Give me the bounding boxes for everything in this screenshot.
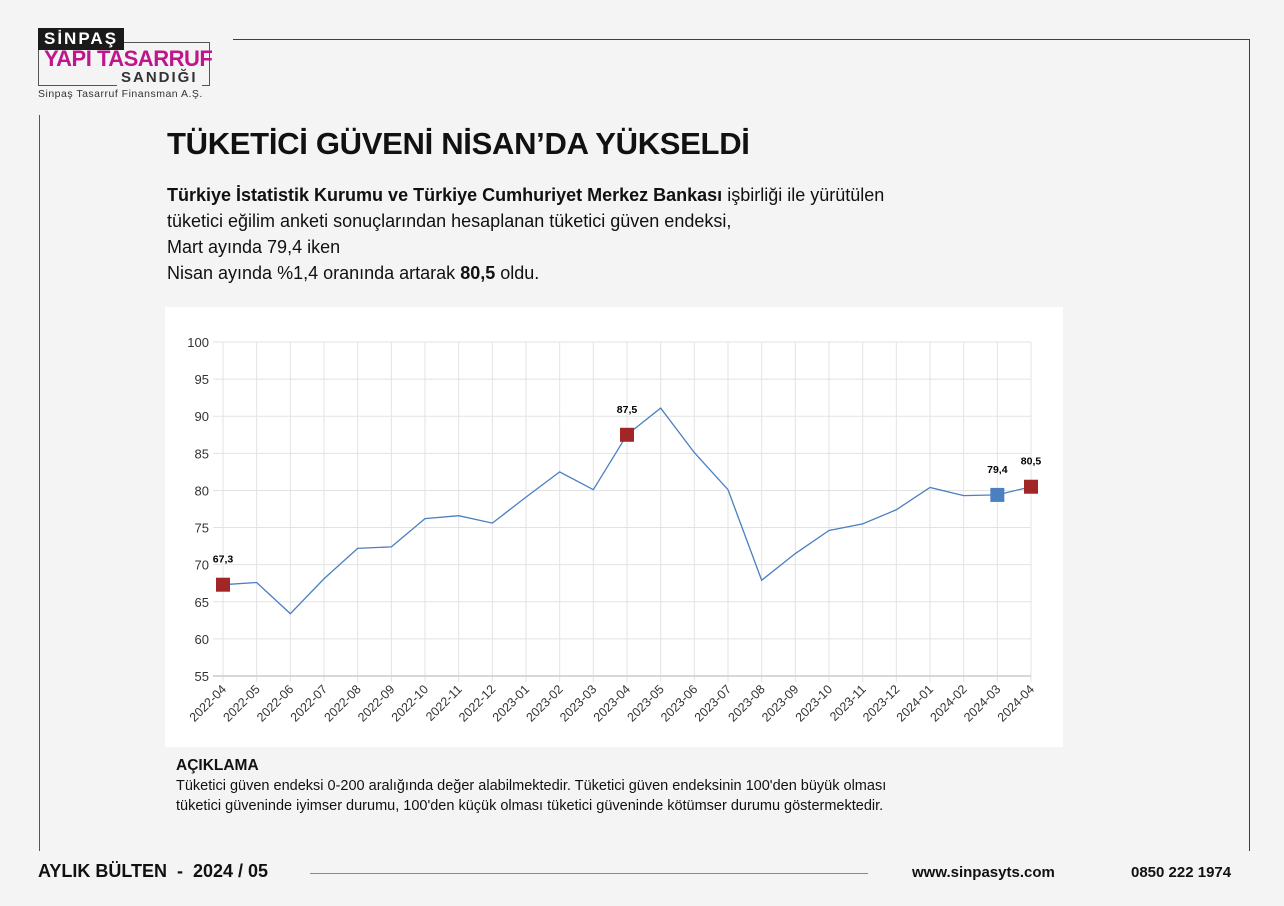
line-chart: 5560657075808590951002022-042022-052022-… xyxy=(187,335,1042,725)
frame-line-left xyxy=(39,115,40,851)
data-label: 80,5 xyxy=(1021,456,1042,468)
intro-text1: işbirliği ile yürütülen xyxy=(722,185,885,205)
data-label: 67,3 xyxy=(213,554,234,566)
intro-line2: tüketici eğilim anketi sonuçlarından hes… xyxy=(167,211,732,231)
highlight-marker xyxy=(216,577,230,592)
explanation-line1: Tüketici güven endeksi 0-200 aralığında … xyxy=(176,778,887,794)
bulletin-label: AYLIK BÜLTEN - 2024 / 05 xyxy=(38,861,269,881)
y-tick-label: 70 xyxy=(195,558,209,573)
phone-number: 0850 222 1974 xyxy=(1131,864,1232,881)
logo-top: SİNPAŞ xyxy=(38,28,125,50)
footer-divider xyxy=(310,873,868,874)
highlight-marker xyxy=(990,487,1005,502)
chart-card: 55 60 65 70 75 80 85 90 95 100 2022-04 2022-05 2022-… xyxy=(165,307,1063,747)
intro-line4b: 80,5 xyxy=(460,263,496,283)
x-tick-label: 2023-10 xyxy=(793,682,835,724)
website-link[interactable]: www.sinpasyts.com xyxy=(912,864,1055,881)
intro-line4a: Nisan ayında %1,4 oranında artarak xyxy=(167,263,461,283)
logo-bottom: SANDIĞI xyxy=(117,69,202,86)
y-tick-label: 75 xyxy=(195,521,209,536)
intro-text: Türkiye İstatistik Kurumu ve Türkiye Cum… xyxy=(167,182,884,286)
logo-middle: YAPI TASARRUF xyxy=(44,46,213,71)
data-label: 79,4 xyxy=(987,464,1008,476)
frame-line-right xyxy=(1249,39,1250,851)
y-tick-label: 60 xyxy=(195,632,209,647)
page-title: TÜKETİCİ GÜVENİ NİSAN’DA YÜKSELDİ xyxy=(167,126,750,161)
highlight-marker xyxy=(1024,479,1038,494)
data-label: 87,5 xyxy=(617,404,638,416)
y-tick-label: 55 xyxy=(195,669,209,684)
y-tick-label: 100 xyxy=(187,335,209,350)
y-tick-label: 65 xyxy=(195,595,209,610)
y-tick-label: 85 xyxy=(195,446,209,461)
intro-line3: Mart ayında 79,4 iken xyxy=(167,237,341,257)
explanation: AÇIKLAMA Tüketici güven endeksi 0-200 ar… xyxy=(176,756,886,816)
frame-line-top xyxy=(233,39,1250,40)
y-tick-label: 95 xyxy=(195,372,209,387)
intro-line4c: oldu. xyxy=(495,263,540,283)
y-tick-label: 80 xyxy=(195,483,209,498)
explanation-line2: tüketici güveninde iyimser durumu, 100'd… xyxy=(176,798,884,814)
x-tick-label: 2022-10 xyxy=(389,682,431,724)
highlight-marker xyxy=(620,427,634,442)
intro-bold: Türkiye İstatistik Kurumu ve Türkiye Cum… xyxy=(167,185,723,205)
x-tick-label: 2024-04 xyxy=(995,682,1037,724)
logo-subtitle: Sinpaş Tasarruf Finansman A.Ş. xyxy=(38,88,203,100)
explanation-heading: AÇIKLAMA xyxy=(176,757,259,774)
y-tick-label: 90 xyxy=(195,409,209,424)
